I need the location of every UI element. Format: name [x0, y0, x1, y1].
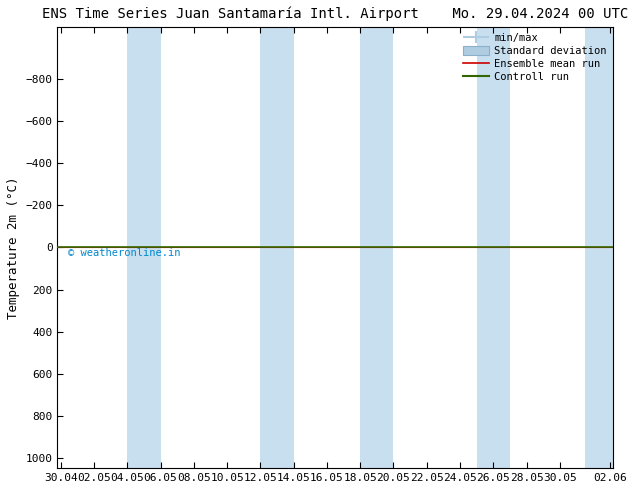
Bar: [585, 27, 626, 468]
Text: © weatheronline.in: © weatheronline.in: [68, 248, 181, 258]
Bar: [477, 27, 510, 468]
Title: ENS Time Series Juan Santamaría Intl. Airport    Mo. 29.04.2024 00 UTC: ENS Time Series Juan Santamaría Intl. Ai…: [42, 7, 628, 22]
Bar: [127, 27, 160, 468]
Legend: min/max, Standard deviation, Ensemble mean run, Controll run: min/max, Standard deviation, Ensemble me…: [459, 29, 611, 87]
Y-axis label: Temperature 2m (°C): Temperature 2m (°C): [7, 176, 20, 318]
Bar: [261, 27, 294, 468]
Bar: [360, 27, 394, 468]
